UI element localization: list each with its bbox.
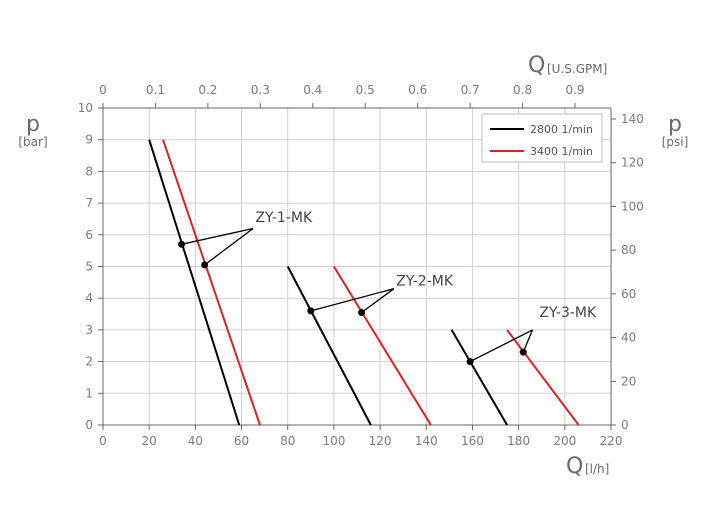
series-label-zy-3-mk: ZY-3-MK [539, 305, 597, 321]
leader-line [181, 227, 254, 245]
left-axis-unit: [bar] [18, 135, 47, 149]
left-tick-label: 4 [85, 291, 93, 305]
bottom-tick-label: 160 [461, 434, 484, 448]
operating-point-marker [178, 240, 186, 248]
operating-point-marker [466, 358, 474, 366]
leader-line [469, 329, 533, 363]
bottom-tick-label: 80 [280, 434, 295, 448]
series-line-zy-1-mk-3400 [162, 139, 261, 426]
series-line-zy-2-mk-2800 [286, 266, 372, 426]
left-tick-label: 2 [85, 355, 93, 369]
top-axis-symbol: Q [528, 53, 545, 78]
operating-point-marker [519, 348, 527, 356]
left-tick-label: 3 [85, 323, 93, 337]
top-tick-label: 0.6 [408, 83, 427, 97]
top-axis-unit: [U.S.GPM] [547, 62, 607, 76]
top-tick-label: 0.8 [513, 83, 532, 97]
top-tick-label: 0.7 [461, 83, 480, 97]
bottom-tick-label: 20 [142, 434, 157, 448]
legend: 2800 1/min 3400 1/min [481, 113, 603, 163]
left-tick-label: 7 [85, 196, 93, 210]
left-tick-label: 10 [78, 101, 93, 115]
right-tick-label: 100 [621, 199, 644, 213]
left-tick-label: 9 [85, 133, 93, 147]
top-tick-label: 0.3 [251, 83, 270, 97]
legend-box [481, 113, 603, 163]
series-line-zy-3-mk-3400 [506, 329, 580, 426]
left-axis-symbol: p [26, 112, 40, 137]
top-tick-label: 0.1 [146, 83, 165, 97]
leader-line [522, 329, 534, 353]
series-lines [148, 139, 580, 426]
right-tick-label: 60 [621, 287, 636, 301]
top-tick-label: 0.5 [356, 83, 375, 97]
left-tick-label: 8 [85, 164, 93, 178]
leader-line [204, 227, 254, 266]
left-tick-label: 6 [85, 228, 93, 242]
series-line-zy-3-mk-2800 [450, 329, 508, 426]
legend-label-3400: 3400 1/min [530, 145, 593, 158]
bottom-tick-label: 40 [188, 434, 203, 448]
bottom-tick-label: 220 [600, 434, 623, 448]
bottom-tick-label: 200 [553, 434, 576, 448]
annotations: ZY-1-MK ZY-2-MK ZY-3-MK [178, 210, 597, 366]
right-tick-label: 0 [621, 418, 629, 432]
axes [98, 103, 616, 430]
bottom-tick-label: 120 [369, 434, 392, 448]
top-tick-label: 0.4 [303, 83, 322, 97]
bottom-axis-symbol: Q [566, 454, 583, 479]
leader-line [310, 288, 395, 312]
left-tick-label: 5 [85, 260, 93, 274]
right-axis-unit: [psi] [662, 135, 689, 149]
right-tick-label: 120 [621, 156, 644, 170]
series-label-zy-1-mk: ZY-1-MK [255, 210, 313, 226]
right-axis-symbol: p [668, 112, 682, 137]
operating-point-marker [307, 307, 315, 315]
legend-label-2800: 2800 1/min [530, 123, 593, 136]
top-tick-label: 0.9 [565, 83, 584, 97]
operating-point-marker [358, 308, 366, 316]
series-line-zy-2-mk-3400 [333, 265, 432, 426]
left-tick-label: 0 [85, 418, 93, 432]
top-tick-label: 0.2 [198, 83, 217, 97]
bottom-axis-unit: [l/h] [585, 462, 609, 476]
right-tick-label: 80 [621, 243, 636, 257]
right-tick-label: 140 [621, 112, 644, 126]
leader-line [361, 288, 395, 313]
bottom-tick-label: 100 [322, 434, 345, 448]
top-tick-label: 0 [99, 83, 107, 97]
series-label-zy-2-mk: ZY-2-MK [396, 274, 454, 290]
bottom-tick-label: 0 [99, 434, 107, 448]
right-tick-label: 20 [621, 374, 636, 388]
series-line-zy-1-mk-2800 [148, 139, 241, 426]
operating-point-marker [201, 261, 209, 269]
bottom-tick-label: 140 [415, 434, 438, 448]
left-tick-label: 1 [85, 386, 93, 400]
right-tick-label: 40 [621, 331, 636, 345]
bottom-tick-label: 60 [234, 434, 249, 448]
bottom-tick-label: 180 [507, 434, 530, 448]
